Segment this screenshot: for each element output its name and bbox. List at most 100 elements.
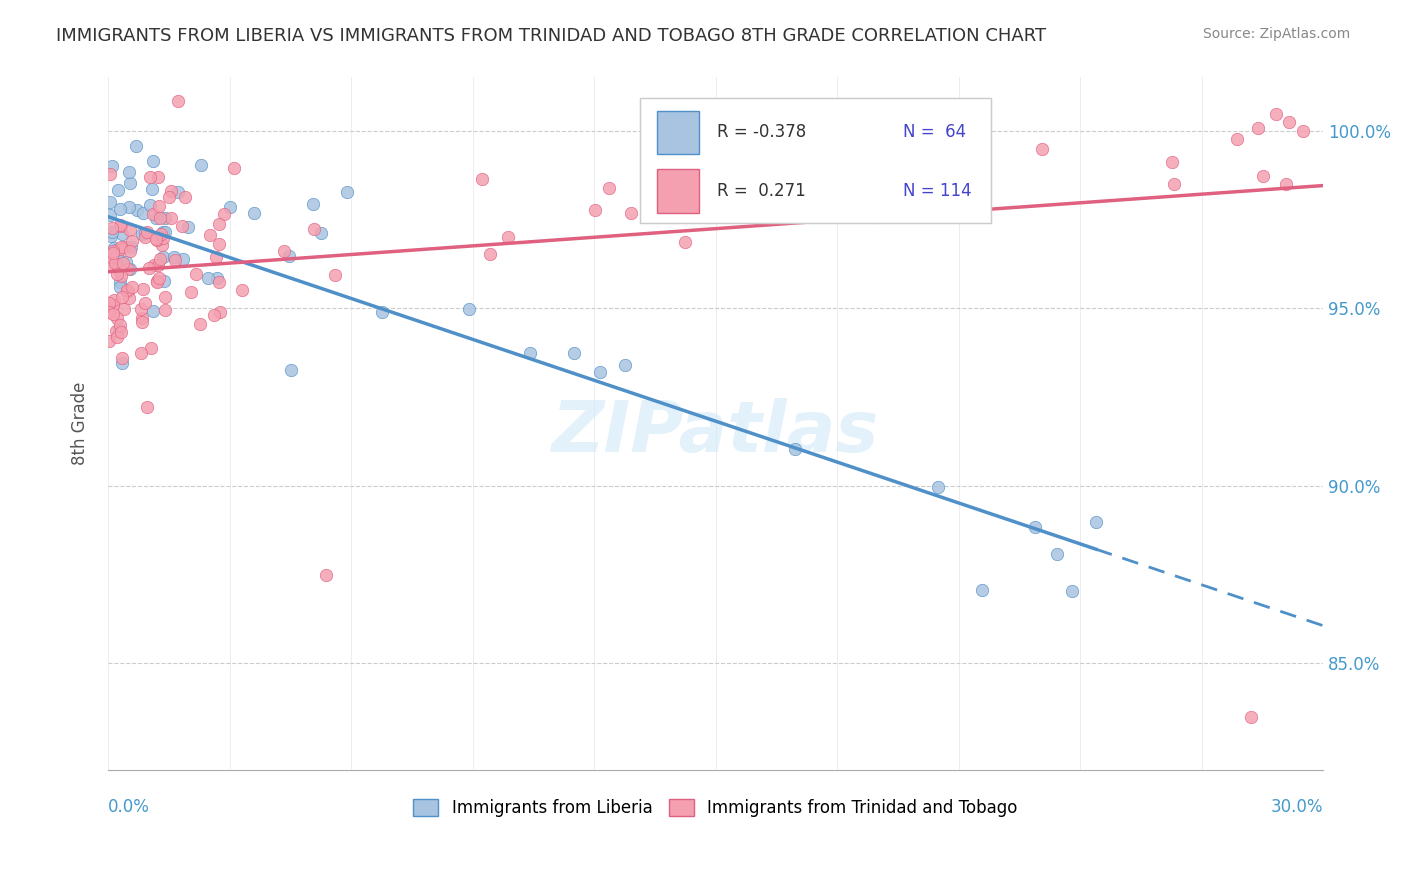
Point [110, 219, 132, 234]
Point [142, 259, 165, 273]
Point [160, 184, 183, 198]
Point [131, 227, 153, 241]
Point [139, 170, 162, 185]
Point [104, 256, 127, 270]
Point [1163, 178, 1185, 192]
Point [134, 226, 156, 240]
Point [1161, 154, 1184, 169]
Point [120, 240, 142, 254]
Point [107, 183, 129, 197]
Point [478, 246, 501, 260]
Point [953, 185, 976, 199]
Point [689, 178, 711, 192]
Point [120, 262, 142, 277]
Point [117, 261, 139, 276]
Point [150, 238, 173, 252]
Point [205, 250, 228, 264]
Point [1060, 583, 1083, 598]
Point [927, 480, 949, 494]
Point [110, 240, 132, 254]
Point [309, 226, 332, 240]
Point [142, 304, 165, 318]
Point [129, 345, 152, 359]
Point [1024, 519, 1046, 533]
Point [166, 95, 188, 109]
Point [190, 158, 212, 172]
Point [273, 244, 295, 259]
Point [620, 205, 643, 219]
Point [103, 293, 125, 307]
Point [315, 567, 337, 582]
Point [163, 253, 186, 268]
Point [135, 400, 157, 414]
Point [863, 211, 886, 225]
Point [783, 442, 806, 456]
Point [98, 208, 121, 222]
Point [125, 202, 148, 217]
Point [207, 217, 229, 231]
Point [98, 167, 121, 181]
Point [673, 235, 696, 249]
Point [105, 329, 128, 343]
Point [562, 346, 585, 360]
Point [153, 274, 176, 288]
Point [1265, 106, 1288, 120]
Point [103, 246, 125, 260]
Point [160, 211, 183, 225]
Text: R = -0.378: R = -0.378 [717, 123, 806, 141]
Point [110, 243, 132, 257]
Point [180, 285, 202, 300]
Point [97, 296, 120, 310]
Point [174, 190, 197, 204]
Point [231, 283, 253, 297]
Point [138, 198, 160, 212]
Point [172, 252, 194, 266]
Point [100, 229, 122, 244]
Point [496, 230, 519, 244]
Point [118, 200, 141, 214]
Point [117, 284, 139, 298]
Point [105, 310, 128, 325]
Point [148, 271, 170, 285]
Point [153, 225, 176, 239]
Point [107, 252, 129, 266]
FancyBboxPatch shape [658, 111, 700, 154]
Point [103, 241, 125, 255]
Point [202, 309, 225, 323]
Point [153, 290, 176, 304]
Point [145, 211, 167, 226]
Point [111, 256, 134, 270]
Point [131, 315, 153, 329]
Point [120, 223, 142, 237]
Text: N = 114: N = 114 [904, 182, 972, 200]
Point [149, 227, 172, 242]
Point [131, 310, 153, 325]
Point [100, 159, 122, 173]
Point [304, 222, 326, 236]
Point [118, 176, 141, 190]
Point [105, 268, 128, 282]
Point [733, 164, 755, 178]
Point [163, 250, 186, 264]
Point [205, 271, 228, 285]
Point [152, 231, 174, 245]
Point [157, 190, 180, 204]
Point [142, 207, 165, 221]
Point [1226, 132, 1249, 146]
Text: 30.0%: 30.0% [1271, 798, 1323, 816]
Point [107, 261, 129, 276]
Point [209, 305, 232, 319]
Point [198, 227, 221, 242]
Point [134, 229, 156, 244]
Point [118, 292, 141, 306]
Point [208, 275, 231, 289]
Point [118, 165, 141, 179]
Point [142, 154, 165, 169]
Point [129, 302, 152, 317]
Y-axis label: 8th Grade: 8th Grade [72, 382, 89, 466]
Point [145, 233, 167, 247]
Legend: Immigrants from Liberia, Immigrants from Trinidad and Tobago: Immigrants from Liberia, Immigrants from… [406, 792, 1025, 824]
Point [112, 301, 135, 316]
Point [336, 186, 359, 200]
Point [121, 235, 143, 249]
